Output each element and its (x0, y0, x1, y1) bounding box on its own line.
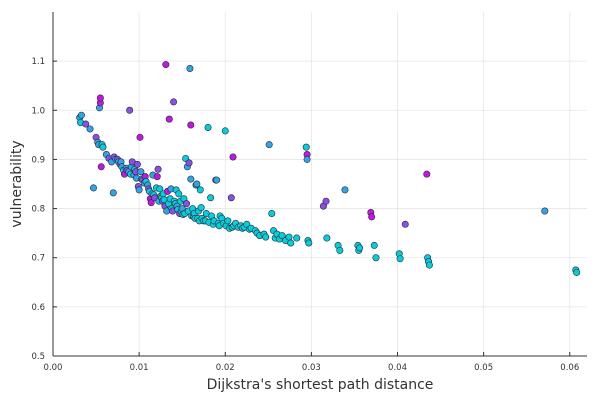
data-point (573, 268, 581, 276)
data-point (187, 175, 195, 183)
y-tick-label: 0.6 (31, 303, 45, 313)
data-point (193, 180, 201, 188)
data-point (341, 186, 349, 194)
y-tick-label: 1.0 (31, 106, 45, 116)
data-point (278, 232, 286, 240)
data-point (136, 133, 144, 141)
data-point (175, 190, 183, 198)
axes: 0.00 0.01 0.02 0.03 0.04 0.05 0.06 0.5 0.6 0.7 0.8… (31, 12, 587, 373)
data-points (76, 61, 581, 276)
data-point (401, 220, 409, 228)
data-point (183, 200, 191, 208)
data-point (268, 209, 276, 217)
data-point (162, 61, 170, 69)
data-point (423, 170, 431, 178)
data-point (293, 234, 301, 242)
data-point (368, 213, 376, 221)
data-point (137, 168, 145, 176)
y-axis-title: vulnerability (9, 140, 25, 227)
data-point (170, 98, 178, 106)
data-point (285, 233, 293, 241)
data-point (323, 234, 331, 242)
data-point (97, 163, 105, 171)
data-point (303, 155, 311, 163)
y-tick-label: 0.7 (31, 254, 45, 264)
data-point (356, 244, 364, 252)
data-point (336, 246, 344, 254)
data-point (302, 143, 310, 151)
data-point (265, 141, 273, 149)
data-point (186, 65, 194, 73)
data-point (396, 255, 404, 263)
data-point (224, 217, 232, 225)
data-point (165, 115, 173, 123)
y-tick-label: 1.1 (31, 57, 45, 67)
data-point (86, 125, 94, 133)
data-point (370, 241, 378, 249)
data-point (154, 165, 162, 173)
data-point (147, 199, 155, 207)
data-point (82, 120, 90, 128)
data-point (204, 123, 212, 131)
data-point (99, 143, 107, 151)
x-tick-label: 0.02 (216, 363, 235, 373)
x-tick-label: 0.06 (560, 363, 579, 373)
data-point (96, 94, 104, 102)
data-point (207, 194, 215, 202)
grid (52, 12, 587, 357)
data-point (135, 186, 143, 194)
data-point (197, 204, 205, 212)
data-point (262, 233, 270, 241)
x-tick-label: 0.03 (302, 363, 321, 373)
data-point (89, 184, 97, 192)
data-point (185, 159, 193, 167)
data-point (77, 111, 85, 119)
data-point (305, 239, 313, 247)
y-tick-label: 0.5 (31, 352, 45, 362)
data-point (425, 261, 433, 269)
x-tick-label: 0.05 (474, 363, 493, 373)
data-point (153, 173, 161, 181)
data-point (221, 127, 229, 135)
data-point (229, 153, 237, 161)
data-point (541, 207, 549, 215)
data-point (109, 189, 117, 197)
x-tick-label: 0.00 (44, 363, 63, 373)
y-tick-label: 0.8 (31, 205, 45, 215)
data-point (213, 176, 221, 184)
x-tick-label: 0.04 (388, 363, 407, 373)
data-point (322, 197, 330, 205)
x-axis-title: Dijkstra's shortest path distance (207, 377, 434, 393)
x-tick-label: 0.01 (130, 363, 149, 373)
data-point (196, 186, 204, 194)
data-point (287, 239, 295, 247)
data-point (126, 106, 134, 114)
y-tick-label: 0.9 (31, 155, 45, 165)
data-point (133, 160, 141, 168)
data-point (372, 254, 380, 262)
data-point (187, 121, 195, 129)
data-point (227, 194, 235, 202)
data-point (156, 185, 164, 193)
